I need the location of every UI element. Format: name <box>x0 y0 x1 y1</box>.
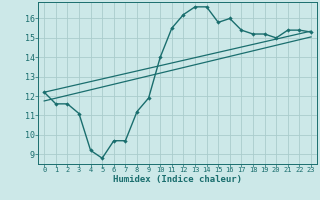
X-axis label: Humidex (Indice chaleur): Humidex (Indice chaleur) <box>113 175 242 184</box>
